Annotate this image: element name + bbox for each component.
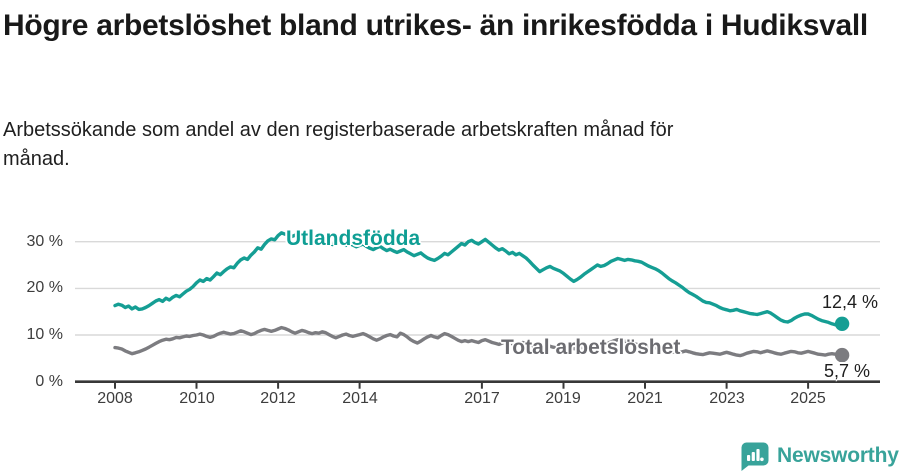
end-value-label-total: 5,7 % xyxy=(823,361,870,381)
page-subtitle: Arbetssökande som andel av den registerb… xyxy=(3,119,674,170)
y-tick-label-20: 20 % xyxy=(26,279,63,296)
x-tick-label-2021: 2021 xyxy=(627,390,663,407)
series-label-total: Total arbetslöshet xyxy=(501,336,681,359)
end-value-label-utlandsfodda: 12,4 % xyxy=(821,292,878,312)
series-label-utlandsfodda: Utlandsfödda xyxy=(286,227,421,250)
series-end-dot-total xyxy=(834,347,850,363)
x-tick-label-2019: 2019 xyxy=(545,390,581,407)
series-line-total xyxy=(113,325,844,358)
x-tick-label-2012: 2012 xyxy=(260,390,296,407)
newsworthy-bubble-chart-icon xyxy=(741,442,769,471)
x-tick-label-2017: 2017 xyxy=(464,390,500,407)
x-tick-label-2014: 2014 xyxy=(342,390,378,407)
x-tick-label-2010: 2010 xyxy=(179,390,215,407)
x-tick-label-2008: 2008 xyxy=(97,390,133,407)
page-title: Högre arbetslöshet bland utrikes- än inr… xyxy=(3,9,868,42)
y-tick-label-30: 30 % xyxy=(26,233,63,250)
x-tick-label-2023: 2023 xyxy=(709,390,745,407)
y-tick-label-10: 10 % xyxy=(26,326,63,343)
brand-name: Newsworthy xyxy=(777,444,899,467)
newsworthy-logo: Newsworthy xyxy=(740,441,899,471)
series-line-utlandsfodda xyxy=(113,231,844,327)
y-tick-label-0: 0 % xyxy=(35,373,63,390)
x-tick-label-2025: 2025 xyxy=(790,390,826,407)
series-end-dot-utlandsfodda xyxy=(834,316,850,331)
